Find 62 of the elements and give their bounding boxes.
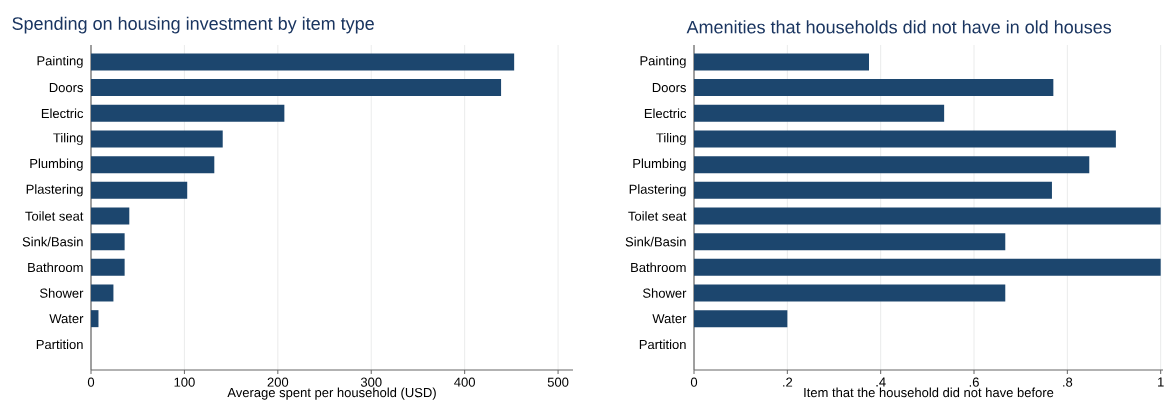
bar [91,79,502,97]
bar [694,130,1116,148]
y-tick-label: Painting [37,55,83,69]
bar [91,310,99,328]
x-tick-label: .6 [969,377,979,387]
x-tick-label: .4 [876,377,886,387]
x-axis-title: Average spent per household (USD) [227,387,436,400]
bar [694,258,1161,276]
bar [91,284,114,302]
y-tick-label: Plastering [629,184,686,197]
y-tick-label: Water [49,314,84,324]
bar [694,233,1006,251]
x-tick-label: .2 [783,377,793,387]
bar [91,156,215,174]
y-tick-label: Sink/Basin [625,236,686,247]
bar [91,181,188,199]
x-tick-label: 1 [1158,377,1164,387]
bar [694,53,870,71]
y-tick-label: Partition [639,339,686,350]
y-tick-label: Electric [41,108,84,119]
y-tick-label: Water [652,314,687,324]
y-tick-label: Plumbing [30,158,83,171]
x-tick-label: .8 [1063,377,1073,387]
y-tick-label: Doors [49,83,83,93]
x-tick-label: 500 [547,377,569,387]
chart-title: Spending on housing investment by item type [12,16,374,34]
x-tick-label: 200 [267,377,289,387]
x-tick-label: 300 [360,377,382,387]
chart-title: Amenities that households did not have in old houses [686,20,1112,34]
bar [91,53,515,71]
bar [694,310,788,328]
bar [694,104,945,122]
y-tick-label: Sink/Basin [22,236,83,247]
bar [91,104,285,122]
y-tick-label: Plumbing [633,158,686,171]
bar [91,258,125,276]
x-tick-label: 0 [690,377,698,387]
y-tick-label: Painting [640,55,686,69]
y-tick-label: Shower [39,288,84,298]
y-tick-label: Doors [652,83,687,93]
y-tick-label: Tiling [53,132,83,146]
bar [91,233,125,251]
bar [694,156,1090,174]
y-tick-label: Electric [644,108,687,119]
y-tick-label: Toilet seat [25,211,84,221]
y-tick-label: Plastering [26,184,83,197]
bar [91,207,130,225]
bar [91,130,223,148]
y-tick-label: Tiling [656,132,686,146]
x-tick-label: 0 [87,377,95,387]
y-tick-label: Bathroom [28,262,83,273]
y-tick-label: Bathroom [631,262,686,273]
bar [694,284,1006,302]
bar [694,79,1054,97]
y-tick-label: Toilet seat [628,211,687,221]
bar [694,181,1052,199]
y-tick-label: Shower [642,288,687,298]
y-tick-label: Partition [36,339,83,350]
bar [694,207,1161,225]
x-axis-title: Item that the household did not have before [804,387,1054,398]
x-tick-label: 400 [454,377,475,387]
x-tick-label: 100 [174,377,195,387]
